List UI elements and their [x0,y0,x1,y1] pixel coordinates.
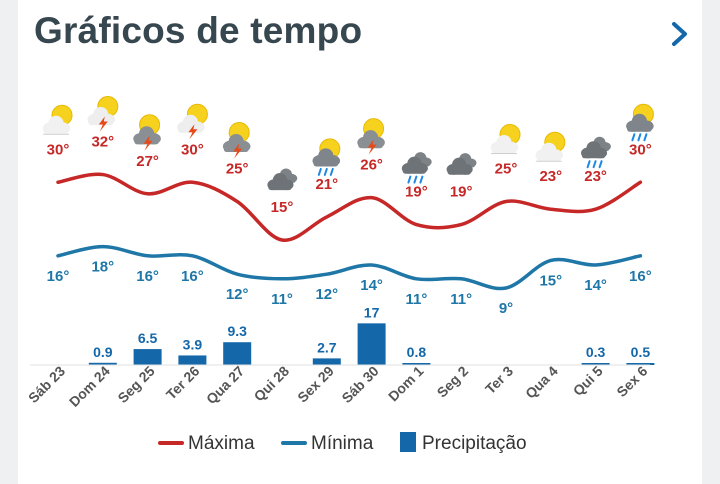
legend-item: Mínima [281,433,374,454]
min-temp-label: 16° [629,268,652,285]
legend-label: Máxima [188,433,255,454]
sun-cloud-icon [490,124,521,154]
x-tick-label: Qui 28 [251,363,293,405]
x-tick-label: Sáb 23 [25,363,68,406]
precip-bar [581,363,610,365]
min-temp-label: 11° [271,291,293,308]
min-temp-line [56,244,643,291]
cloudy-icon [267,168,298,191]
min-temp-label: 11° [450,291,472,308]
storm-sun-icon [177,103,208,140]
x-tick-label: Ter 3 [482,363,516,397]
x-tick-label: Ter 26 [163,363,203,403]
sun-cloud-icon [42,104,73,135]
rain-sun-icon [312,138,341,176]
precip-label: 6.5 [138,330,158,346]
max-temp-label: 15° [271,199,294,216]
max-temp-label: 23° [539,168,562,185]
rain-sun-icon [626,103,654,142]
storm-sun-cloud-icon [222,122,251,159]
precip-bar [178,355,207,365]
legend-item: Máxima [158,433,255,454]
x-tick-label: Sex 6 [613,363,650,400]
x-tick-label: Dom 1 [385,363,427,405]
legend-label: Precipitação [422,433,527,454]
min-temp-label: 16° [181,268,204,285]
min-temp-label: 9° [499,300,513,317]
legend-label: Mínima [311,433,374,454]
chevron-right-icon[interactable] [668,18,692,50]
max-temp-label: 30° [47,141,70,158]
cloudy-icon [446,153,477,175]
precip-label: 3.9 [183,336,203,352]
storm-sun-icon [87,96,119,132]
precip-bar [357,323,386,365]
legend-item: Precipitação [400,432,527,454]
legend-box-swatch [400,432,416,452]
precip-bar [402,363,431,365]
min-temp-label: 11° [405,291,427,308]
precip-label: 0.5 [631,344,651,360]
precip-label: 9.3 [227,323,247,339]
storm-sun-cloud-icon [357,118,385,155]
max-temp-label: 30° [629,141,652,158]
storm-sun-cloud-icon [133,114,161,151]
page-title: Gráficos de tempo [34,10,363,51]
precip-label: 0.9 [93,344,113,360]
max-temp-label: 19° [405,184,428,201]
max-temp-label: 25° [226,161,249,178]
x-tick-label: Qua 4 [522,363,561,402]
weather-chart-card [18,0,702,484]
x-tick-label: Sáb 30 [338,363,381,406]
max-temp-label: 25° [495,161,518,178]
x-tick-label: Dom 24 [66,363,113,410]
precip-label: 17 [364,304,380,320]
min-temp-label: 16° [47,268,70,285]
max-temp-label: 23° [584,168,607,185]
max-temp-label: 26° [360,157,383,174]
precip-bar [88,362,117,365]
max-temp-label: 19° [450,184,473,201]
max-temp-label: 21° [315,176,338,193]
x-tick-label: Qua 27 [203,363,247,407]
max-temp-label: 30° [181,141,204,158]
max-temp-line [56,172,643,242]
min-temp-label: 14° [584,277,607,294]
rain-icon [401,152,432,184]
precip-bar [223,342,252,365]
precip-bar [626,363,655,365]
max-temp-label: 32° [91,134,114,151]
min-temp-label: 18° [91,259,114,276]
x-tick-label: Seg 25 [114,363,157,406]
min-temp-label: 16° [136,268,159,285]
rain-icon [581,136,611,169]
sun-cloud-icon [535,131,566,162]
precip-bar [133,349,162,365]
min-temp-label: 12° [315,286,338,303]
min-temp-label: 12° [226,286,249,303]
precip-label: 0.8 [407,344,427,360]
precip-bar [312,358,341,365]
precip-label: 2.7 [317,339,337,355]
x-tick-label: Qui 5 [570,363,606,399]
max-temp-label: 27° [136,153,159,170]
min-temp-label: 14° [360,277,383,294]
precip-label: 0.3 [586,344,606,360]
min-temp-label: 15° [539,272,562,289]
x-tick-label: Sex 29 [294,363,337,406]
x-tick-label: Seg 2 [434,363,472,401]
